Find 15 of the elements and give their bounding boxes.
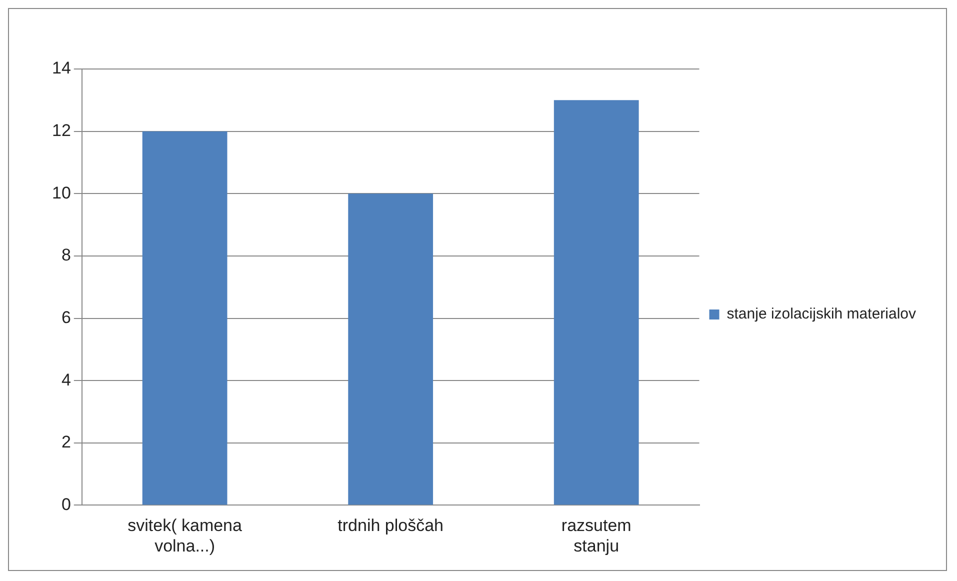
bar — [348, 194, 434, 505]
y-tick-label: 10 — [52, 183, 71, 202]
y-tick-label: 2 — [61, 432, 71, 452]
x-tick-label: svitek( kamena volna...) — [128, 516, 242, 556]
y-tick-label: 6 — [61, 308, 71, 327]
bar — [554, 100, 639, 505]
x-tick-label: razsutem stanju — [561, 516, 632, 556]
y-tick-label: 4 — [61, 370, 71, 390]
y-tick-label: 8 — [61, 246, 71, 265]
y-tick-label: 14 — [52, 58, 71, 78]
y-tick-label: 12 — [52, 121, 71, 140]
legend-label: stanje izolacijskih materialov — [726, 306, 916, 323]
x-tick-label: trdnih ploščah — [338, 516, 444, 536]
bar — [142, 131, 228, 505]
y-tick-label: 0 — [61, 494, 71, 514]
